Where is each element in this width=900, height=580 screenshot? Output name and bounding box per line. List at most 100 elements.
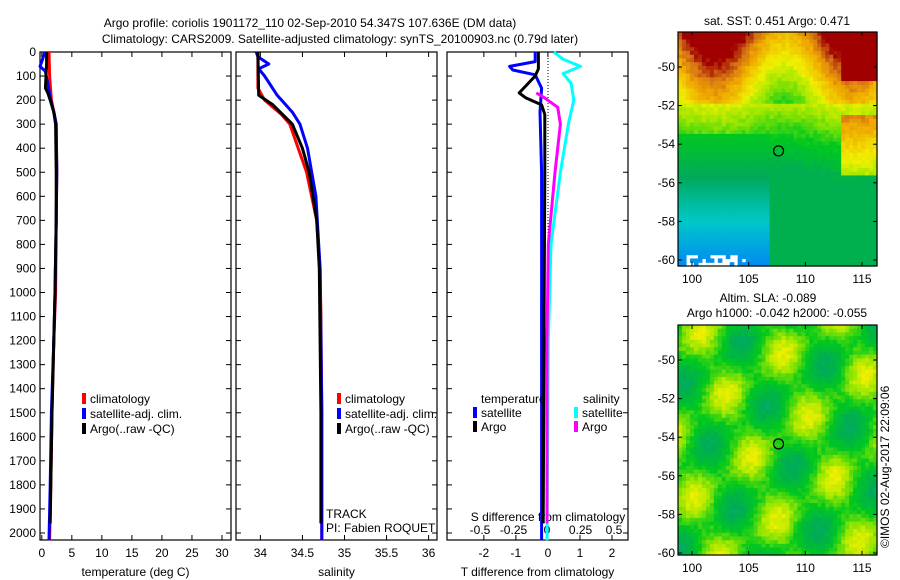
heatmap-cell [753,141,759,146]
heatmap-cell [678,325,683,330]
heatmap-cell [857,247,862,252]
heatmap-cell [837,62,842,67]
heatmap-cell [781,32,787,37]
heatmap-cell [793,58,798,63]
heatmap-cell [785,99,791,105]
heatmap-cell [757,65,763,71]
heatmap-cell [825,152,830,158]
heatmap-cell [678,145,683,150]
heatmap-cell [829,228,834,233]
heatmap-cell [741,133,747,139]
heatmap-cell [785,96,791,101]
heatmap-cell [741,395,747,400]
heatmap-cell [733,506,739,512]
heatmap-cell [873,69,878,75]
heatmap-cell [701,65,707,71]
heatmap-cell [737,384,743,389]
heatmap-cell [777,406,783,411]
heatmap-cell [801,47,806,52]
heatmap-cell [745,551,751,556]
heatmap-cell [825,213,830,218]
heatmap-cell [829,122,834,127]
heatmap-cell [709,232,715,237]
heatmap-cell [781,262,787,267]
heatmap-cell [741,92,747,97]
heatmap-cell [809,118,814,124]
heatmap-cell [721,103,727,109]
heatmap-cell [801,73,806,78]
heatmap-cell [685,137,691,143]
heatmap-cell [833,209,838,214]
heatmap-cell [825,179,830,184]
heatmap-cell [709,469,715,474]
heatmap-cell [789,243,795,248]
heatmap-cell [773,32,779,37]
heatmap-cell [709,417,715,423]
heatmap-cell [737,179,743,184]
heatmap-cell [749,543,755,549]
heatmap-cell [869,133,874,139]
heatmap-cell [681,73,687,78]
heatmap-cell [733,88,739,93]
heatmap-cell [765,462,771,467]
heatmap-cell [869,122,874,127]
heatmap-cell [825,224,830,229]
heatmap-cell [797,81,802,86]
heatmap-cell [705,510,711,515]
heatmap-cell [681,399,687,404]
heatmap-cell [833,247,838,252]
heatmap-cell [697,432,703,437]
heatmap-cell [685,547,691,552]
heatmap-cell [761,436,767,441]
heatmap-cell [729,477,735,482]
heatmap-cell [837,235,842,241]
heatmap-cell [705,402,711,408]
heatmap-cell [777,373,783,378]
heatmap-cell [821,235,826,241]
heatmap-cell [801,228,806,233]
heatmap-cell [825,145,830,150]
heatmap-cell [841,111,846,116]
heatmap-cell [749,395,755,400]
heatmap-cell [701,167,707,173]
heatmap-cell [705,133,711,139]
y-tick-label: 600 [16,189,36,203]
heatmap-cell [749,506,755,512]
heatmap-cell [741,506,747,512]
heatmap-cell [805,182,810,188]
heatmap-cell [869,250,874,256]
heatmap-cell [801,103,806,109]
heatmap-cell [701,179,707,184]
heatmap-cell [709,514,715,519]
heatmap-cell [753,514,759,519]
heatmap-cell [829,54,834,60]
heatmap-cell [733,130,739,135]
heatmap-cell [693,384,699,389]
heatmap-cell [757,77,763,82]
heatmap-cell [805,179,810,184]
heatmap-cell [709,164,715,169]
heatmap-cell [697,130,703,135]
heatmap-cell [765,551,771,556]
heatmap-cell [697,243,703,248]
heatmap-cell [789,224,795,229]
heatmap-cell [693,160,699,165]
heatmap-cell [805,32,810,37]
heatmap-cell [705,122,711,127]
heatmap-cell [769,190,775,195]
heatmap-cell [725,376,731,382]
heatmap-cell [729,347,735,352]
heatmap-cell [745,213,751,218]
heatmap-cell [745,62,751,67]
heatmap-cell [733,99,739,105]
heatmap-cell [809,198,814,203]
heatmap-cell [841,164,846,169]
heatmap-cell [725,447,731,452]
heatmap-cell [729,103,735,109]
heatmap-cell [761,224,767,229]
heatmap-cell [737,137,743,143]
heatmap-cell [678,243,683,248]
heatmap-cell [709,209,715,214]
heatmap-cell [845,250,850,256]
heatmap-cell [797,209,802,214]
